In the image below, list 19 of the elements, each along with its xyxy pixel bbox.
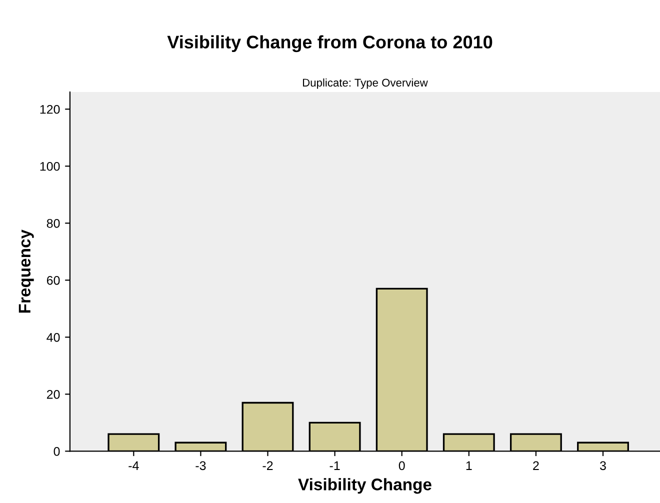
x-tick-label: -4 — [128, 461, 139, 470]
chart-title: Visibility Change from Corona to 2010 — [167, 35, 492, 52]
y-tick-label: 80 — [46, 218, 60, 228]
x-tick-label: 2 — [533, 461, 539, 470]
y-tick-label: 60 — [46, 276, 60, 285]
y-tick-label: 100 — [40, 162, 60, 171]
y-tick-label: 40 — [46, 332, 60, 342]
x-tick-label: 1 — [466, 461, 472, 470]
y-axis-title: Frequency — [18, 230, 34, 313]
x-axis-title: Visibility Change — [298, 478, 432, 494]
y-tick-label: 0 — [54, 446, 60, 456]
x-tick-label: -2 — [262, 461, 273, 470]
chart-subtitle: Duplicate: Type Overview — [303, 78, 428, 89]
y-tick-label: 120 — [40, 104, 60, 114]
x-tick-label: -1 — [330, 461, 340, 470]
x-tick-label: 3 — [600, 461, 606, 470]
x-tick-label: -3 — [196, 461, 206, 470]
y-tick-label: 20 — [46, 390, 60, 399]
x-tick-label: 0 — [398, 461, 405, 470]
